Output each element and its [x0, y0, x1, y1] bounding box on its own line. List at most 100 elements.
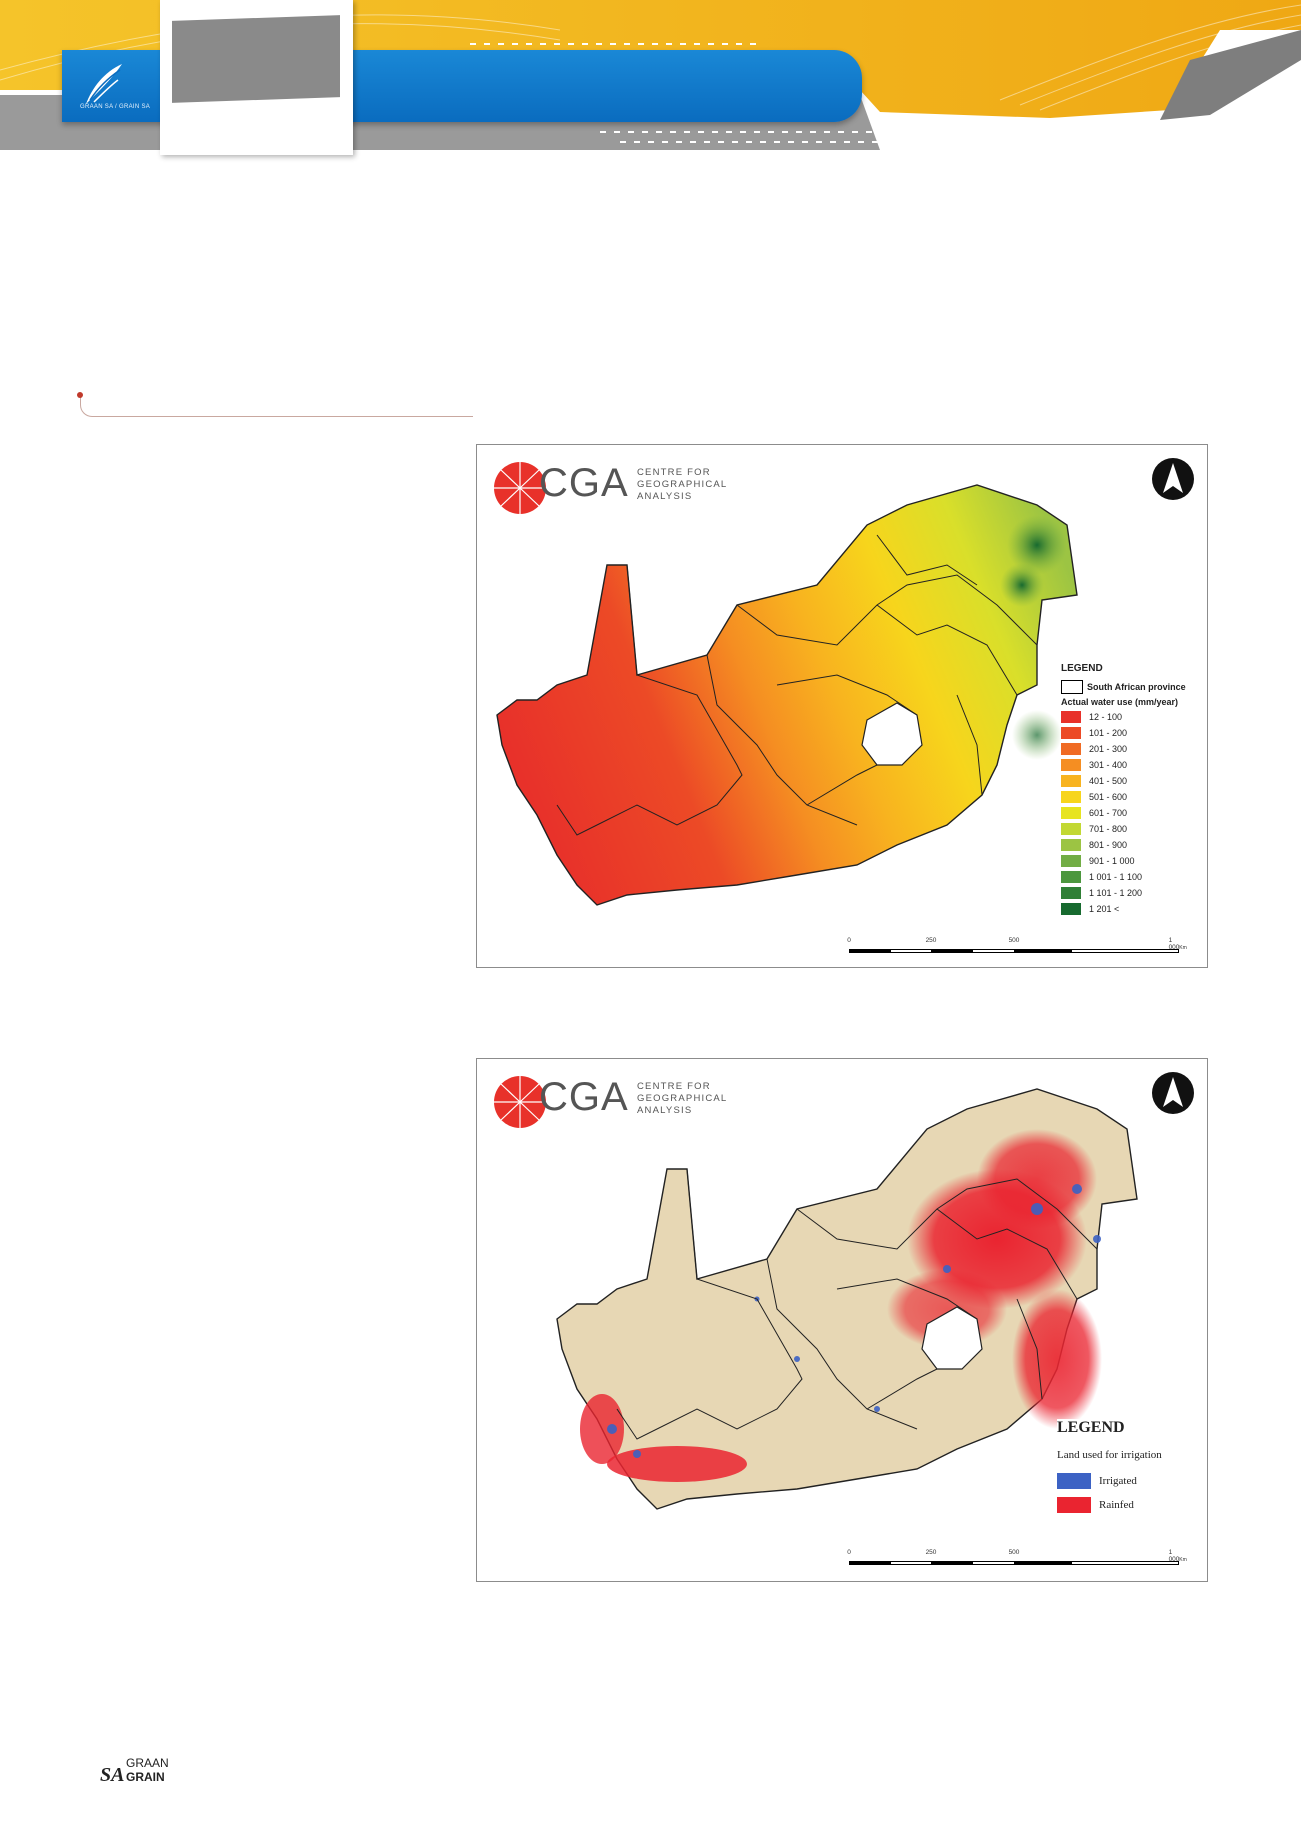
province-boundaries — [556, 534, 1038, 836]
legend-row: 1 001 - 1 100 — [1061, 869, 1203, 885]
legend-label: 501 - 600 — [1089, 792, 1128, 802]
scale-tick: 500 — [1008, 937, 1020, 944]
legend-label: Rainfed — [1099, 1499, 1134, 1511]
legend-swatch — [1061, 759, 1081, 771]
map-canvas — [496, 484, 1078, 906]
legend-row: 401 - 500 — [1061, 773, 1203, 789]
map-canvas — [556, 1088, 1138, 1510]
scale-unit: Km — [1179, 945, 1187, 951]
legend-label: 1 201 < — [1089, 904, 1120, 914]
legend-row: 901 - 1 000 — [1061, 853, 1203, 869]
cga-logo-icon — [494, 462, 546, 514]
legend-label: 301 - 400 — [1089, 760, 1128, 770]
legend-title: LEGEND — [1061, 663, 1103, 674]
legend-swatch — [1061, 903, 1081, 915]
footer-logo-sa: SA — [100, 1764, 125, 1786]
legend-row: 801 - 900 — [1061, 837, 1203, 853]
cga-logo-icon — [494, 1076, 546, 1128]
legend-province-label: South African province — [1087, 682, 1186, 692]
scale-tick: 500 — [1008, 1549, 1020, 1556]
legend-label: 601 - 700 — [1089, 808, 1128, 818]
map-figure-water-use: CGA CENTRE FOR GEOGRAPHICAL ANALYSIS LEG… — [476, 444, 1208, 968]
legend-row: 12 - 100 — [1061, 709, 1203, 725]
map-legend: LEGEND South African province Actual wat… — [1061, 663, 1203, 917]
section-rule — [80, 396, 473, 417]
sa-graan-grain-logo: SA GRAAN GRAIN — [100, 1752, 190, 1792]
legend-row: 101 - 200 — [1061, 725, 1203, 741]
grain-sa-feather-icon — [86, 64, 122, 104]
irrigated-patches — [607, 1184, 1101, 1458]
legend-row: Irrigated — [1057, 1469, 1197, 1493]
legend-subtitle: Actual water use (mm/year) — [1061, 697, 1179, 707]
scale-segment — [1014, 1561, 1072, 1565]
legend-label: 401 - 500 — [1089, 776, 1128, 786]
scale-segment — [849, 1561, 891, 1565]
footer-logo-graan: GRAAN — [126, 1756, 169, 1770]
legend-classes: Irrigated Rainfed — [1057, 1469, 1197, 1517]
scale-unit: Km — [1179, 1557, 1187, 1563]
scale-tick: 1 000 — [1168, 1549, 1180, 1563]
legend-row: 1 101 - 1 200 — [1061, 885, 1203, 901]
scale-segment — [931, 1561, 973, 1565]
legend-row: 1 201 < — [1061, 901, 1203, 917]
legend-label: 101 - 200 — [1089, 728, 1128, 738]
legend-province-row: South African province — [1061, 680, 1203, 694]
legend-row: Rainfed — [1057, 1493, 1197, 1517]
legend-swatch — [1061, 887, 1081, 899]
legend-swatch — [1061, 855, 1081, 867]
map-figure-irrigation: CGA CENTRE FOR GEOGRAPHICAL ANALYSIS LEG… — [476, 1058, 1208, 1582]
scale-tick: 1 000 — [1168, 937, 1180, 951]
legend-swatch — [1061, 823, 1081, 835]
legend-swatch — [1057, 1497, 1091, 1513]
legend-label: 12 - 100 — [1089, 712, 1123, 722]
cga-logo-subtitle: CENTRE FOR GEOGRAPHICAL ANALYSIS — [637, 1081, 728, 1116]
province-swatch — [1061, 680, 1083, 694]
legend-label: 1 001 - 1 100 — [1089, 872, 1143, 882]
grain-sa-logo-text: GRAAN SA / GRAIN SA — [80, 104, 151, 110]
legend-label: 201 - 300 — [1089, 744, 1128, 754]
province-boundaries — [616, 1168, 1098, 1440]
header-gray-tape — [172, 15, 340, 103]
legend-row: 701 - 800 — [1061, 821, 1203, 837]
scale-segment — [849, 949, 891, 953]
map-legend: LEGEND Land used for irrigation Irrigate… — [1057, 1419, 1197, 1517]
legend-row: 201 - 300 — [1061, 741, 1203, 757]
legend-swatch — [1061, 743, 1081, 755]
cga-logo-word: CGA — [539, 461, 629, 505]
legend-swatch — [1061, 775, 1081, 787]
north-arrow-icon — [1152, 458, 1194, 500]
legend-swatch — [1057, 1473, 1091, 1489]
scale-segment — [1014, 949, 1072, 953]
legend-label: 1 101 - 1 200 — [1089, 888, 1143, 898]
footer-logo-grain: GRAIN — [126, 1770, 165, 1784]
scale-tick: 250 — [925, 1549, 937, 1556]
legend-swatch — [1061, 871, 1081, 883]
legend-label: Irrigated — [1099, 1475, 1137, 1487]
legend-label: 901 - 1 000 — [1089, 856, 1135, 866]
legend-label: 701 - 800 — [1089, 824, 1128, 834]
south-africa-outline — [496, 484, 1078, 906]
legend-swatch — [1061, 711, 1081, 723]
legend-row: 301 - 400 — [1061, 757, 1203, 773]
lesotho-outline — [861, 702, 923, 766]
legend-subtitle: Land used for irrigation — [1057, 1449, 1162, 1461]
legend-swatch — [1061, 791, 1081, 803]
north-arrow-icon — [1152, 1072, 1194, 1114]
scale-tick: 0 — [847, 1549, 851, 1556]
scale-bar: 0 250 500 1 000 Km — [847, 1543, 1187, 1573]
legend-label: 801 - 900 — [1089, 840, 1128, 850]
legend-title: LEGEND — [1057, 1419, 1125, 1436]
scale-tick: 0 — [847, 937, 851, 944]
legend-swatch — [1061, 839, 1081, 851]
scale-segment — [931, 949, 973, 953]
legend-classes: 12 - 100 101 - 200 201 - 300 301 - 400 401 -… — [1061, 709, 1203, 917]
scale-bar: 0 250 500 1 000 Km — [847, 931, 1187, 961]
legend-swatch — [1061, 727, 1081, 739]
legend-row: 501 - 600 — [1061, 789, 1203, 805]
legend-swatch — [1061, 807, 1081, 819]
section-rule-dot — [77, 392, 83, 398]
scale-tick: 250 — [925, 937, 937, 944]
cga-logo-word: CGA — [539, 1075, 629, 1119]
legend-row: 601 - 700 — [1061, 805, 1203, 821]
cga-logo-subtitle: CENTRE FOR GEOGRAPHICAL ANALYSIS — [637, 467, 728, 502]
